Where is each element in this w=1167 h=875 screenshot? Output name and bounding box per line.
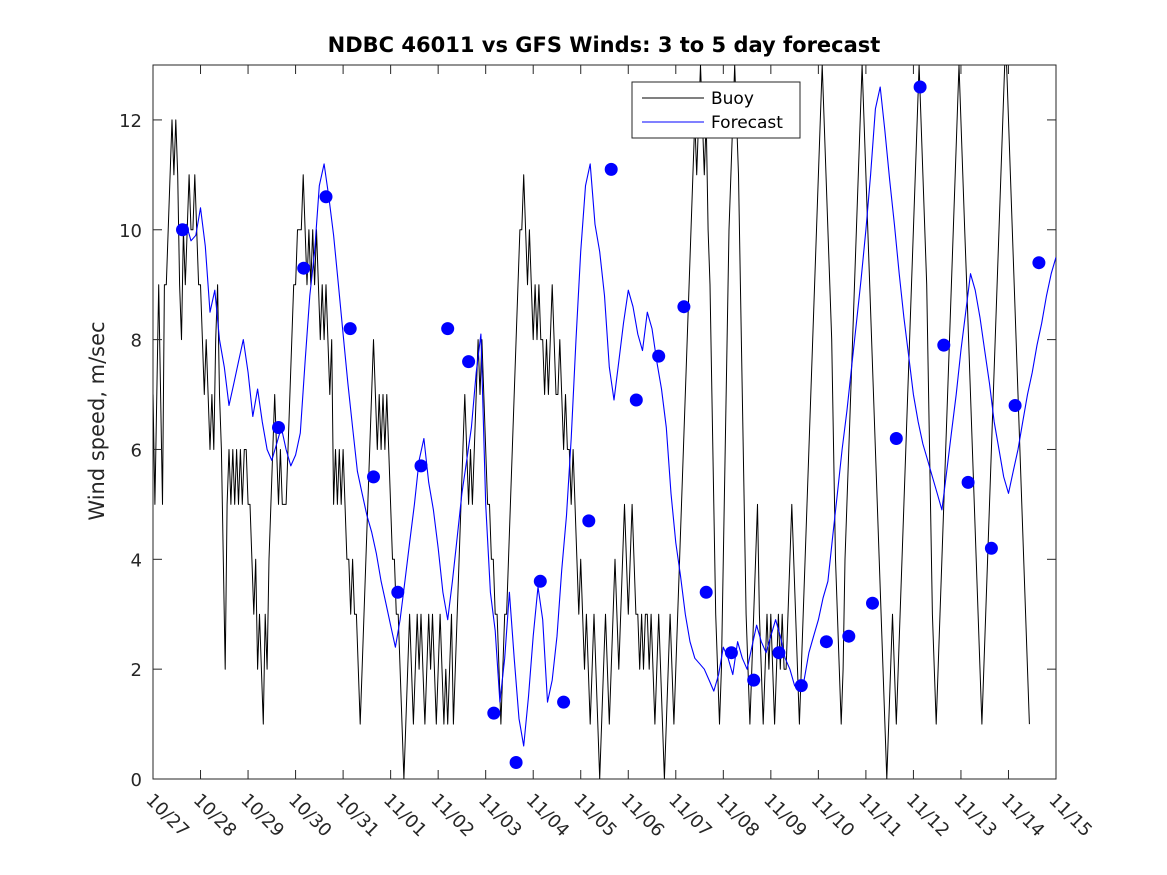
y-tick-label: 4 <box>131 550 142 571</box>
forecast-point <box>462 355 476 369</box>
forecast-point <box>1032 256 1046 270</box>
forecast-point <box>961 475 975 489</box>
forecast-point <box>441 322 455 336</box>
forecast-point <box>297 261 311 275</box>
forecast-point <box>629 393 643 407</box>
forecast-point <box>487 706 501 720</box>
y-tick-label: 10 <box>119 221 142 242</box>
legend-forecast-label: Forecast <box>711 113 783 133</box>
chart-title: NDBC 46011 vs GFS Winds: 3 to 5 day fore… <box>328 33 881 57</box>
forecast-point <box>367 470 380 484</box>
forecast-point <box>272 421 285 434</box>
forecast-point <box>391 585 405 599</box>
y-axis-label: Wind speed, m/sec <box>85 321 109 520</box>
y-tick-label: 6 <box>131 440 142 461</box>
forecast-point <box>889 432 903 445</box>
forecast-point <box>414 459 428 473</box>
forecast-point <box>772 646 786 660</box>
legend-buoy-label: Buoy <box>711 89 754 109</box>
forecast-point <box>819 635 833 649</box>
y-tick-label: 2 <box>131 660 142 681</box>
plot-series <box>153 65 1056 779</box>
forecast-point <box>677 300 691 314</box>
forecast-point <box>509 756 523 769</box>
forecast-point <box>842 629 856 643</box>
legend: Buoy Forecast <box>631 81 801 139</box>
buoy-series-line <box>153 65 1030 779</box>
forecast-point <box>1008 399 1022 412</box>
forecast-point <box>557 695 571 709</box>
forecast-point <box>533 574 547 588</box>
forecast-point <box>724 646 738 660</box>
series-layer <box>153 65 1056 779</box>
forecast-point <box>699 585 713 599</box>
forecast-point <box>604 162 618 176</box>
forecast-point <box>176 223 189 237</box>
legend-box <box>631 81 801 139</box>
forecast-point <box>652 349 666 363</box>
forecast-point <box>747 673 761 687</box>
y-tick-label: 8 <box>131 331 142 352</box>
forecast-point <box>343 322 357 336</box>
forecast-point <box>913 80 927 94</box>
forecast-point <box>582 514 596 528</box>
forecast-point <box>937 338 951 352</box>
y-tick-label: 12 <box>119 111 142 132</box>
forecast-point <box>984 541 998 555</box>
forecast-point <box>866 596 879 610</box>
forecast-series-line <box>181 86 1056 747</box>
y-tick-label: 0 <box>131 770 142 791</box>
forecast-point <box>319 190 333 204</box>
forecast-point <box>794 679 808 693</box>
